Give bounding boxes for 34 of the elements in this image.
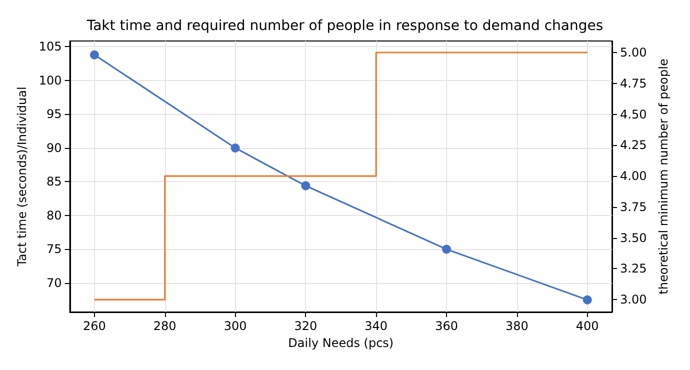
point <box>442 244 452 254</box>
y-axis-title: Tact time (seconds)/Individual <box>15 86 29 268</box>
point <box>582 295 592 304</box>
x-tick-label: 300 <box>224 319 247 333</box>
x-tick-label: 400 <box>576 319 599 333</box>
y-tick-label: 105 <box>38 40 62 54</box>
y2-tick-label: 4.25 <box>620 138 647 152</box>
y2-tick-label: 3.25 <box>620 262 647 276</box>
y-tick-label: 90 <box>46 140 62 155</box>
y-tick-label: 75 <box>46 242 62 256</box>
x-tick-label: 260 <box>82 319 106 333</box>
y-tick-label: 85 <box>46 174 62 189</box>
y2-tick-label: 4.75 <box>620 76 647 90</box>
x-tick-label: 320 <box>294 319 318 333</box>
y-tick-label: 95 <box>46 107 62 122</box>
y2-tick-label: 4.00 <box>620 169 647 184</box>
y-tick-label: 100 <box>38 73 62 88</box>
x-tick-label: 280 <box>153 319 176 333</box>
x-tick-label: 360 <box>435 319 458 333</box>
chart-title: Takt time and required number of people in response to demand changes <box>86 18 604 34</box>
y2-axis-title: theoretical minimum number of people <box>656 58 671 294</box>
x-axis-title: Daily Needs (pcs) <box>288 336 394 350</box>
y2-tick-label: 4.50 <box>620 107 647 122</box>
y-tick-label: 80 <box>46 208 62 222</box>
x-tick-label: 380 <box>505 319 528 333</box>
point <box>301 181 310 190</box>
y-tick-label: 70 <box>46 276 62 290</box>
point <box>230 143 240 152</box>
x-tick-label: 340 <box>364 319 388 333</box>
y2-tick-label: 3.50 <box>620 230 647 245</box>
y2-tick-label: 3.75 <box>620 200 647 214</box>
point <box>90 50 99 60</box>
y2-tick-label: 5.00 <box>620 45 647 60</box>
y2-tick-label: 3.00 <box>620 292 647 307</box>
